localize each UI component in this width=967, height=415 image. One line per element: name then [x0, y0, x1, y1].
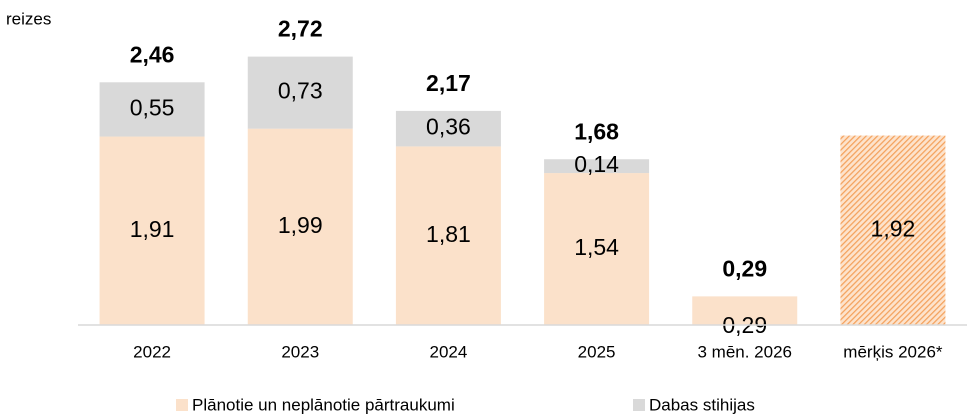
legend-swatch — [176, 399, 188, 411]
value-label: 1,91 — [130, 216, 175, 242]
x-tick-label: mērķis 2026* — [843, 342, 943, 361]
bar-segment — [247, 128, 353, 325]
x-tick-label: 2022 — [133, 342, 171, 361]
bar-segment — [395, 110, 501, 147]
total-label: 2,46 — [130, 41, 175, 67]
value-label: 1,81 — [426, 221, 471, 247]
x-tick-label: 3 mēn. 2026 — [697, 342, 792, 361]
total-label: 0,29 — [722, 255, 767, 281]
total-label: 2,72 — [278, 16, 323, 42]
legend-label: Dabas stihijas — [649, 395, 755, 414]
bar-segment — [544, 159, 650, 174]
bar-segment — [840, 135, 946, 325]
y-axis-label: reizes — [6, 9, 51, 28]
bar-segment — [395, 146, 501, 325]
bar-segment — [247, 56, 353, 129]
legend-swatch — [633, 399, 645, 411]
x-tick-label: 2025 — [578, 342, 616, 361]
bar-segment — [99, 82, 205, 137]
total-label: 1,68 — [574, 118, 619, 144]
value-label: 0,73 — [278, 78, 323, 104]
x-tick-label: 2024 — [430, 342, 468, 361]
value-label: 0,36 — [426, 114, 471, 140]
value-label: 0,55 — [130, 94, 175, 120]
value-label: 1,54 — [574, 234, 619, 260]
value-label: 0,14 — [574, 151, 619, 177]
bar-segment — [544, 173, 650, 325]
value-label: 1,92 — [871, 215, 916, 241]
bar-segment — [99, 136, 205, 325]
x-tick-label: 2023 — [281, 342, 319, 361]
value-label: 1,99 — [278, 212, 323, 238]
total-label: 2,17 — [426, 70, 471, 96]
legend-label: Plānotie un neplānotie pārtraukumi — [192, 395, 455, 414]
bar-segment — [692, 296, 798, 325]
